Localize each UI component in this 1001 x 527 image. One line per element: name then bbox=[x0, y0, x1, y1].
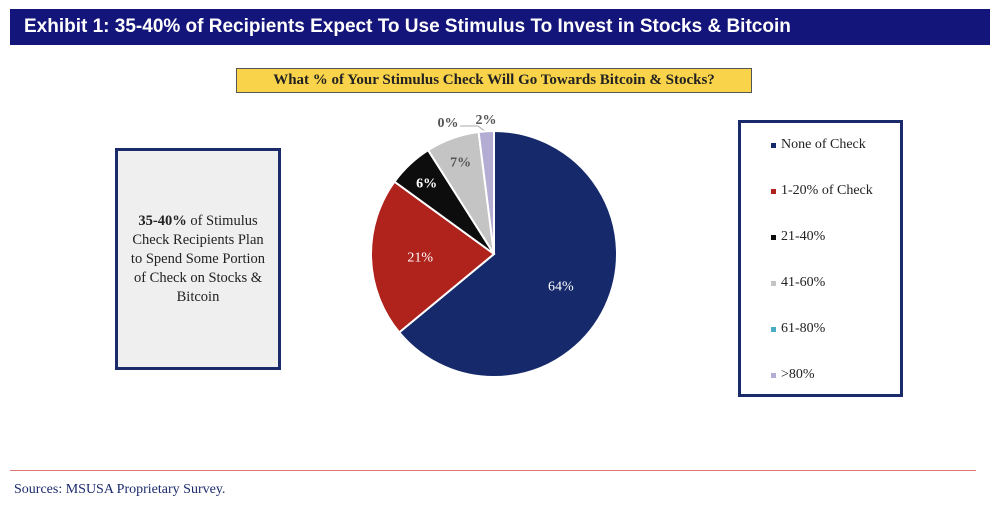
leader-line bbox=[460, 125, 487, 133]
exhibit-title: Exhibit 1: 35-40% of Recipients Expect T… bbox=[10, 9, 990, 45]
legend-item: 1-20% of Check bbox=[771, 183, 873, 199]
legend-swatch bbox=[771, 234, 776, 240]
callout-text: of Stimulus Check Recipients Plan to Spe… bbox=[130, 212, 266, 305]
legend: None of Check 1-20% of Check 21-40% 41-60% 6… bbox=[738, 120, 903, 397]
legend-swatch bbox=[771, 142, 776, 148]
divider bbox=[10, 470, 976, 471]
legend-swatch bbox=[771, 188, 776, 194]
legend-label: 61-80% bbox=[781, 321, 826, 336]
data-label: 2% bbox=[476, 113, 497, 128]
pie-slice bbox=[397, 129, 618, 378]
legend-label: 41-60% bbox=[781, 275, 826, 290]
pie-slice bbox=[477, 129, 495, 255]
legend-item: 61-80% bbox=[771, 321, 825, 337]
chart-title: What % of Your Stimulus Check Will Go To… bbox=[236, 68, 752, 93]
pie-slice bbox=[370, 180, 496, 334]
callout-bold: 35-40% bbox=[138, 212, 187, 229]
data-label: 21% bbox=[407, 250, 433, 265]
legend-item: 21-40% bbox=[771, 229, 825, 245]
legend-label: >80% bbox=[781, 367, 815, 382]
legend-swatch bbox=[771, 326, 776, 332]
legend-label: None of Check bbox=[781, 137, 866, 152]
legend-item: >80% bbox=[771, 367, 815, 383]
data-label: 0% bbox=[438, 116, 459, 131]
legend-label: 21-40% bbox=[781, 229, 826, 244]
callout-box: 35-40% of Stimulus Check Recipients Plan… bbox=[115, 148, 281, 370]
sources: Sources: MSUSA Proprietary Survey. bbox=[14, 482, 226, 497]
legend-swatch bbox=[771, 372, 776, 378]
data-label: 7% bbox=[450, 155, 471, 170]
legend-swatch bbox=[771, 280, 776, 286]
data-label: 6% bbox=[416, 176, 437, 191]
legend-item: 41-60% bbox=[771, 275, 825, 291]
legend-label: 1-20% of Check bbox=[781, 183, 873, 198]
legend-item: None of Check bbox=[771, 137, 866, 153]
data-label: 64% bbox=[548, 279, 574, 294]
